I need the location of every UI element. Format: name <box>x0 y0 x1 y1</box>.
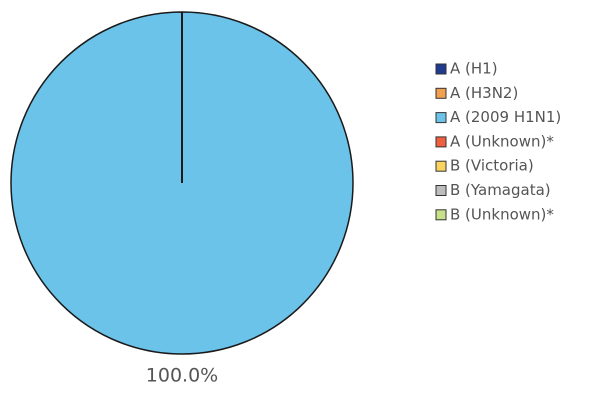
legend-label: A (H3N2) <box>450 84 518 102</box>
legend-label: A (H1) <box>450 60 498 78</box>
legend-swatch <box>435 185 447 196</box>
legend-swatch <box>435 136 447 148</box>
legend-label: B (Unknown)* <box>450 205 554 223</box>
legend-label: B (Yamagata) <box>450 181 551 199</box>
legend-swatch <box>435 112 447 124</box>
legend-swatch <box>435 160 447 172</box>
legend-swatch <box>435 63 447 75</box>
legend-label: B (Victoria) <box>450 157 534 175</box>
legend-label: A (Unknown)* <box>450 132 554 150</box>
legend-label: A (2009 H1N1) <box>450 108 561 126</box>
legend-swatch <box>435 209 447 221</box>
data-label: 100.0% <box>146 365 218 387</box>
legend-swatch <box>435 87 447 99</box>
